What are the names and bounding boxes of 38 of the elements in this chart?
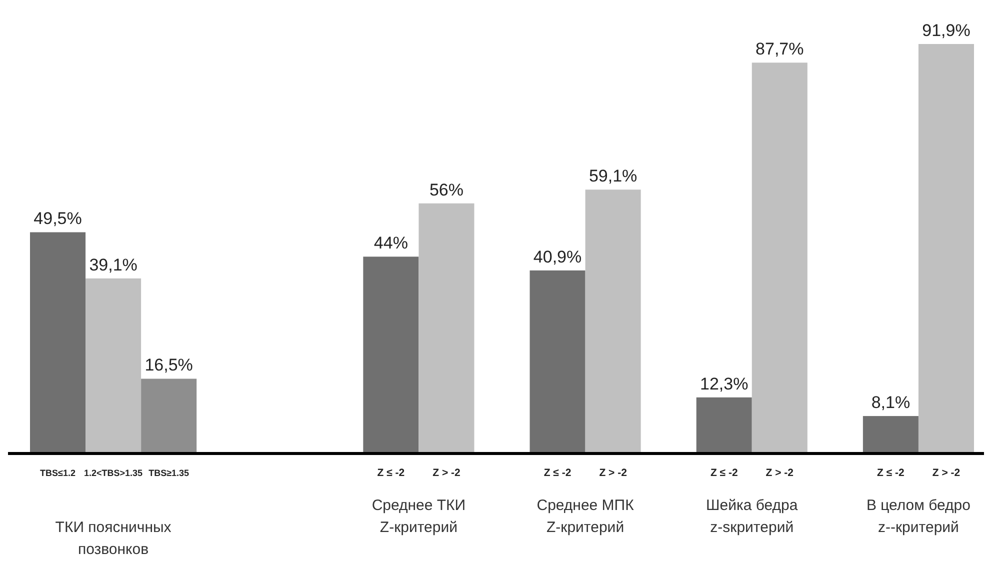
text: Среднее ТКИ Z-критерий [372,497,466,536]
data-label: 8,1% [871,393,910,412]
data-label: 40,9% [533,247,582,266]
data-label: 91,9% [922,21,970,40]
bar [752,62,808,452]
text: Шейка бедра z-sкритерий [706,497,798,536]
bar [530,270,586,452]
bar [86,278,142,452]
x-tick-label: Z > -2 [932,467,960,479]
data-label: 12,3% [700,374,748,394]
text: В целом бедро z--критерий [866,497,970,536]
x-tick-label: TBS≤1.2 [40,468,76,478]
x-tick-label: 1.2<TBS>1.35 [84,468,143,478]
x-tick-label: Z ≤ -2 [877,467,905,479]
data-label: 59,1% [588,166,638,186]
x-tick-label: Z ≤ -2 [710,467,738,479]
bar [141,378,197,452]
bar [363,256,419,452]
bar [862,416,918,452]
bar [30,232,86,452]
bar [918,44,974,452]
x-tick-label: Z ≤ -2 [544,467,572,479]
data-label: 49,5% [34,209,82,228]
x-tick-label: TBS≥1.35 [148,468,190,478]
text: Среднее МПК Z-критерий [536,497,634,536]
x-tick-label: Z ≤ -2 [377,467,405,479]
x-tick-label: Z > -2 [599,467,628,479]
data-label: 16,5% [144,356,193,375]
data-label: 87,7% [756,40,804,59]
data-label: 56% [429,180,464,200]
bar [696,397,752,452]
x-tick-label: Z > -2 [432,467,460,479]
data-label: 44% [374,234,408,253]
text: ТКИ поясничных позвонков [55,519,172,558]
x-tick-label: Z > -2 [766,467,794,479]
bar [585,190,641,452]
data-label: 39,1% [89,255,138,274]
bar [418,203,474,452]
